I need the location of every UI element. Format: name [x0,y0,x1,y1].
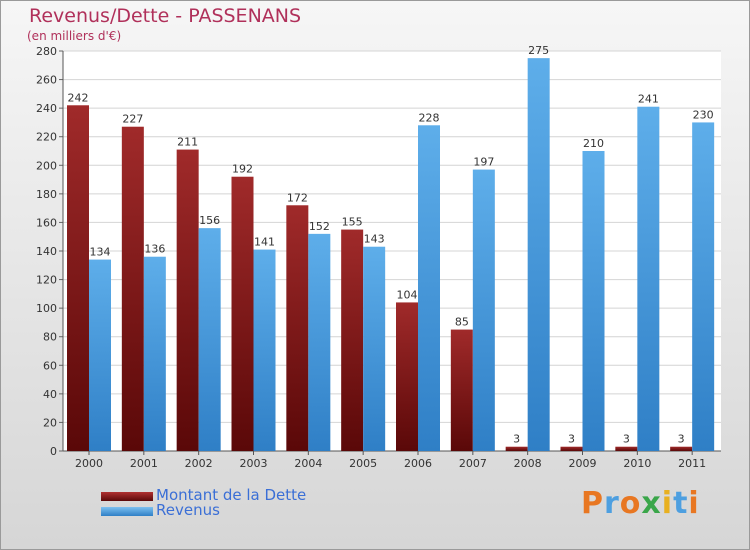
proxiti-logo: Proxiti [581,486,700,521]
y-tick-label: 120 [36,274,57,287]
data-label-dette: 3 [568,433,575,446]
x-tick-label: 2003 [240,457,268,470]
data-label-revenus: 141 [254,236,275,249]
data-label-revenus: 275 [528,44,549,57]
x-tick-label: 2001 [130,457,158,470]
data-label-dette: 104 [397,288,418,301]
y-tick-label: 60 [43,359,57,372]
y-tick-label: 40 [43,388,57,401]
bar-revenus [637,106,660,451]
bar-dette [67,105,89,452]
y-tick-label: 220 [36,131,57,144]
bar-revenus [143,256,166,451]
data-label-dette: 192 [232,163,253,176]
x-tick-label: 2010 [623,457,651,470]
x-tick-label: 2006 [404,457,432,470]
data-label-dette: 3 [678,433,685,446]
data-label-revenus: 210 [583,137,604,150]
legend-label-revenus: Revenus [156,501,220,519]
bar-revenus [198,228,221,451]
data-label-dette: 227 [122,113,143,126]
bar-revenus [253,249,276,451]
y-tick-label: 200 [36,159,57,172]
bar-revenus [692,122,715,451]
data-label-revenus: 156 [199,214,220,227]
bar-revenus [472,169,495,452]
bar-dette [560,446,583,451]
y-tick-label: 140 [36,245,57,258]
y-tick-label: 20 [43,416,57,429]
y-tick-label: 280 [36,45,57,58]
bar-revenus [308,233,331,451]
data-label-revenus: 230 [693,108,714,121]
y-tick-label: 180 [36,188,57,201]
bar-dette [670,446,693,451]
data-label-dette: 211 [177,136,198,149]
bar-dette [231,176,254,451]
bar-revenus [363,246,386,451]
data-label-dette: 85 [455,316,469,329]
data-label-revenus: 228 [419,111,440,124]
data-label-revenus: 197 [473,156,494,169]
bar-dette [450,329,473,451]
x-tick-label: 2011 [678,457,706,470]
data-label-revenus: 152 [309,220,330,233]
bar-revenus [582,151,605,451]
bar-revenus [418,125,440,452]
x-tick-label: 2008 [514,457,542,470]
data-label-dette: 3 [513,433,520,446]
data-label-revenus: 134 [90,246,111,259]
bar-revenus [89,259,111,451]
data-label-dette: 3 [623,433,630,446]
x-tick-label: 2000 [75,457,103,470]
legend-label-dette: Montant de la Dette [156,486,307,504]
y-tick-label: 80 [43,331,57,344]
bar-revenus [527,58,550,452]
data-label-revenus: 136 [144,243,165,256]
bar-dette [121,126,144,451]
data-label-revenus: 241 [638,93,659,106]
y-tick-label: 240 [36,102,57,115]
y-tick-label: 260 [36,74,57,87]
bar-dette [286,205,309,451]
data-label-dette: 172 [287,191,308,204]
x-tick-label: 2002 [185,457,213,470]
x-tick-label: 2004 [294,457,322,470]
y-tick-label: 0 [50,445,57,458]
data-label-revenus: 143 [364,233,385,246]
chart-title: Revenus/Dette - PASSENANS [29,5,302,27]
chart-subtitle: (en milliers d'€) [27,29,122,43]
data-label-dette: 242 [68,91,89,104]
bar-dette [176,149,199,452]
x-tick-label: 2005 [349,457,377,470]
x-tick-label: 2009 [569,457,597,470]
legend-swatch-revenus [101,507,153,516]
x-tick-label: 2007 [459,457,487,470]
data-label-dette: 155 [342,216,363,229]
bar-dette [341,229,364,451]
legend-swatch-dette [101,492,153,501]
bar-dette [396,302,418,451]
bar-dette [615,446,638,451]
bar-dette [505,446,528,451]
y-tick-label: 160 [36,216,57,229]
y-tick-label: 100 [36,302,57,315]
